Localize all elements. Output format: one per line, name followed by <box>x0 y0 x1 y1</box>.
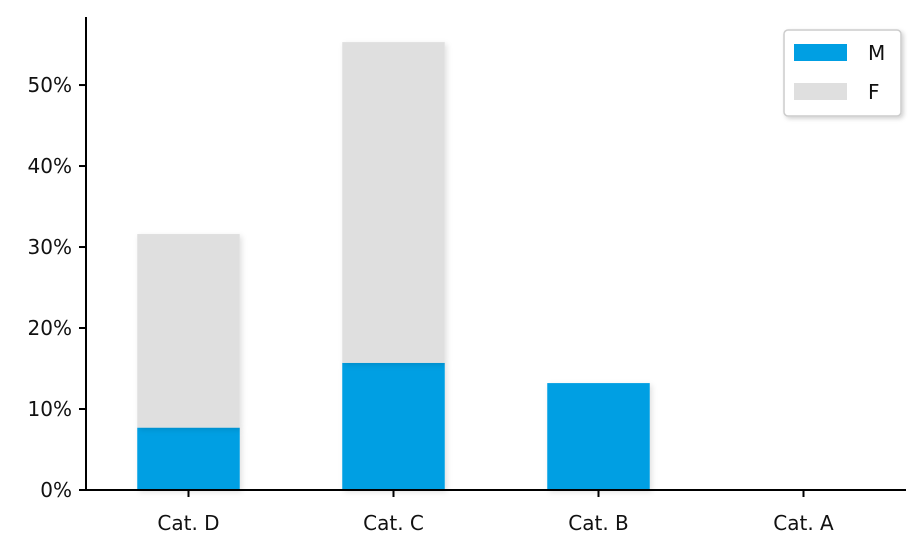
x-tick-label: Cat. D <box>157 511 219 533</box>
x-tick-label: Cat. C <box>363 511 424 533</box>
y-tick-label: 40% <box>28 154 72 178</box>
bars-group <box>137 42 650 490</box>
y-tick-label: 50% <box>28 73 72 97</box>
bar-m-cat-d <box>137 427 240 490</box>
legend-swatch-m <box>794 44 847 61</box>
y-ticks-group: 0% 10% 20% 30% 40% 50% <box>28 73 86 502</box>
bar-m-cat-b <box>547 383 650 490</box>
x-tick-label: Cat. A <box>773 511 834 533</box>
y-tick-label: 10% <box>28 397 72 421</box>
bar-f-cat-d <box>137 234 240 428</box>
y-tick-label: 0% <box>40 478 72 502</box>
bar-f-cat-c <box>342 42 445 363</box>
x-ticks-group: Cat. D Cat. C Cat. B Cat. A <box>157 490 834 533</box>
legend-swatch-f <box>794 83 847 100</box>
y-tick-label: 30% <box>28 235 72 259</box>
legend-label-f: F <box>868 80 880 104</box>
legend: M F <box>783 29 902 117</box>
legend-label-m: M <box>868 41 885 65</box>
bar-m-cat-c <box>342 362 445 490</box>
y-tick-label: 20% <box>28 316 72 340</box>
x-tick-label: Cat. B <box>568 511 629 533</box>
